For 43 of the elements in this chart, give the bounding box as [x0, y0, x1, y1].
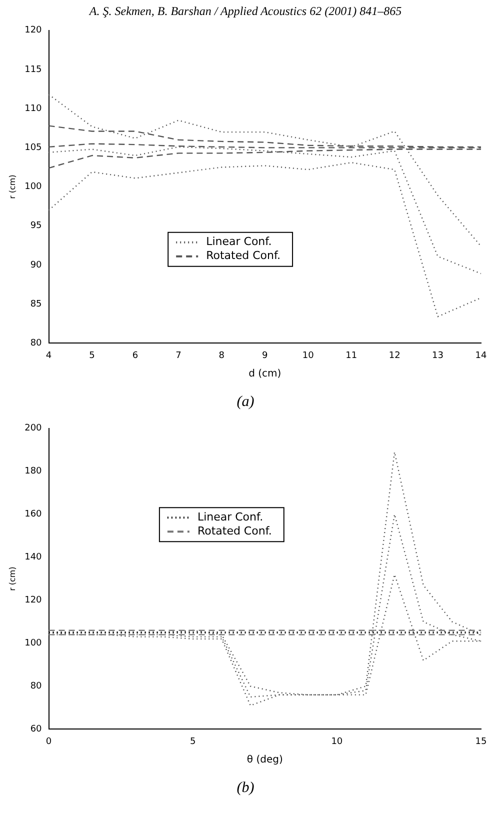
x-tick-label: 14 — [475, 350, 487, 361]
y-tick-label: 105 — [24, 143, 42, 154]
text: (b) — [236, 779, 256, 798]
y-tick-label: 90 — [30, 260, 42, 270]
y-tick-label: 120 — [24, 596, 42, 606]
chart-title: A. Ş. Sekmen, B. Barshan / Applied Acoustics 62 (2001) 841–865 — [88, 3, 403, 20]
legend-label: Rotated Conf. — [197, 524, 272, 538]
x-tick-label: 5 — [190, 736, 196, 747]
legend-label: Rotated Conf. — [206, 249, 281, 262]
x-tick-label: 10 — [331, 736, 343, 747]
y-tick-label: 80 — [30, 338, 42, 349]
y-tick-label: 160 — [24, 510, 42, 520]
y-tick-label: 140 — [24, 552, 42, 563]
y-tick-label: 120 — [24, 26, 42, 36]
x-tick-label: 0 — [46, 736, 52, 747]
x-tick-label: 5 — [89, 350, 95, 361]
y-tick-label: 180 — [24, 466, 42, 477]
y-tick-label: 80 — [30, 682, 42, 692]
y-tick-label: 110 — [24, 104, 42, 114]
text: (a) — [236, 393, 256, 412]
y-tick-label: 115 — [24, 64, 42, 75]
y-tick-label: 100 — [24, 638, 42, 649]
x-tick-label: 12 — [388, 350, 400, 361]
x-tick-label: 10 — [302, 350, 314, 361]
x-axis-title: d (cm) — [248, 368, 282, 380]
x-tick-label: 9 — [262, 350, 268, 361]
x-tick-label: 15 — [475, 736, 487, 747]
x-axis-title: θ (deg) — [246, 754, 283, 766]
legend-label: Linear Conf. — [197, 510, 264, 524]
y-tick-label: 85 — [30, 299, 42, 310]
x-tick-label: 4 — [46, 350, 52, 361]
y-axis-title: r (cm) — [8, 174, 17, 199]
y-tick-label: 200 — [24, 424, 42, 434]
x-tick-label: 11 — [346, 350, 358, 361]
x-tick-label: 7 — [176, 350, 182, 361]
y-tick-label: 100 — [24, 182, 42, 192]
legend-label: Linear Conf. — [206, 235, 272, 248]
x-tick-label: 6 — [132, 350, 138, 361]
y-axis-title: r (cm) — [8, 566, 17, 591]
x-tick-label: 8 — [218, 350, 225, 361]
y-tick-label: 60 — [30, 724, 42, 735]
x-tick-label: 13 — [432, 350, 444, 361]
y-tick-label: 95 — [30, 221, 42, 232]
